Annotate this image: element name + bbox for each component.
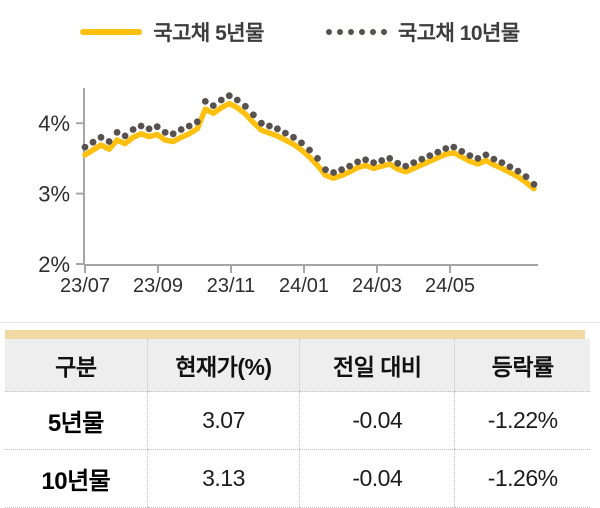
series-dot-10yr bbox=[306, 146, 313, 154]
table-accent-bar bbox=[5, 330, 585, 339]
series-dot-10yr bbox=[113, 129, 121, 136]
x-tick-label: 24/03 bbox=[352, 275, 402, 297]
x-tick-label: 24/05 bbox=[425, 275, 475, 297]
series-dot-10yr bbox=[258, 119, 265, 127]
series-dot-10yr bbox=[177, 126, 185, 133]
y-tick-label: 3% bbox=[38, 182, 70, 207]
series-dot-10yr bbox=[370, 159, 377, 167]
series-dot-10yr bbox=[442, 145, 450, 152]
series-dot-10yr bbox=[354, 158, 361, 166]
change-value-10yr: -0.04 bbox=[299, 449, 455, 508]
series-dot-10yr bbox=[466, 152, 474, 160]
series-dot-10yr bbox=[418, 155, 426, 163]
series-dot-10yr bbox=[250, 111, 257, 119]
series-dot-10yr bbox=[450, 143, 458, 151]
series-dot-10yr bbox=[105, 138, 113, 145]
series-dot-10yr bbox=[474, 155, 482, 162]
axis-lines bbox=[83, 88, 538, 266]
series-dot-10yr bbox=[233, 96, 241, 104]
series-dot-10yr bbox=[217, 96, 225, 104]
table-row-5yr: 5년물 3.07 -0.04 -1.22% bbox=[5, 391, 590, 450]
quote-table-header-row: 구분 현재가(%) 전일 대비 등락률 bbox=[5, 339, 590, 392]
series-line-5yr bbox=[82, 100, 537, 192]
series-dot-10yr bbox=[322, 166, 329, 174]
col-header-category: 구분 bbox=[5, 339, 148, 392]
quote-table: 구분 현재가(%) 전일 대비 등락률 5년물 3.07 -0.04 -1.22… bbox=[5, 339, 590, 508]
series-dot-10yr bbox=[346, 162, 353, 170]
series-dot-10yr bbox=[362, 156, 369, 164]
col-header-pct: 등락률 bbox=[454, 339, 590, 392]
series-dot-10yr bbox=[394, 159, 402, 167]
series-dot-10yr bbox=[386, 155, 394, 162]
series-dot-10yr bbox=[225, 92, 233, 100]
legend-dots-swatch-icon bbox=[325, 29, 387, 35]
series-dot-10yr bbox=[522, 173, 530, 181]
series-dot-10yr bbox=[514, 167, 522, 175]
series-dot-10yr bbox=[490, 155, 498, 163]
table-top-rule bbox=[0, 322, 600, 323]
legend-line-swatch-icon bbox=[80, 29, 143, 35]
legend-label-5yr: 국고채 5년물 bbox=[153, 22, 264, 45]
series-dot-10yr bbox=[89, 138, 97, 146]
series-dot-10yr bbox=[402, 162, 410, 170]
yield-line-chart: 4% 3% 2%23/07 23/09 23/11 24/01 24/03 24/05 bbox=[38, 88, 538, 297]
x-tick-label: 23/11 bbox=[207, 275, 256, 297]
series-dot-10yr bbox=[266, 122, 273, 130]
series-dot-10yr bbox=[209, 102, 217, 109]
series-dot-10yr bbox=[242, 102, 249, 110]
series-dot-10yr bbox=[378, 157, 386, 164]
series-dot-10yr bbox=[274, 125, 281, 133]
series-dot-10yr bbox=[314, 155, 321, 162]
series-dot-10yr bbox=[410, 159, 418, 167]
series-dot-10yr bbox=[338, 166, 345, 174]
col-header-current: 현재가(%) bbox=[146, 339, 300, 392]
series-dot-10yr bbox=[145, 125, 153, 133]
pct-value-5yr: -1.22% bbox=[454, 391, 590, 450]
change-value-5yr: -0.04 bbox=[299, 391, 455, 450]
table-row-10yr: 10년물 3.13 -0.04 -1.26% bbox=[5, 449, 590, 508]
series-dot-10yr bbox=[81, 143, 89, 151]
col-header-change: 전일 대비 bbox=[299, 339, 455, 392]
series-dot-10yr bbox=[201, 98, 209, 105]
current-value-10yr: 3.13 bbox=[146, 449, 300, 508]
series-dot-10yr bbox=[129, 126, 137, 133]
series-dot-10yr bbox=[97, 133, 105, 141]
series-dot-10yr bbox=[482, 151, 490, 159]
series-dot-10yr bbox=[282, 129, 289, 137]
y-tick-label: 4% bbox=[38, 111, 70, 136]
series-dot-10yr bbox=[506, 163, 514, 171]
y-tick-label: 2% bbox=[38, 252, 70, 277]
series-dot-10yr bbox=[169, 130, 177, 138]
series-dot-10yr bbox=[137, 122, 145, 130]
row-label-5yr: 5년물 bbox=[5, 391, 148, 450]
legend-label-10yr: 국고채 10년물 bbox=[397, 22, 520, 45]
pct-value-10yr: -1.26% bbox=[454, 449, 590, 508]
x-tick-label: 24/01 bbox=[279, 275, 329, 297]
current-value-5yr: 3.07 bbox=[146, 391, 300, 450]
series-dot-10yr bbox=[161, 129, 169, 136]
x-tick-label: 23/09 bbox=[133, 275, 183, 297]
series-dot-10yr bbox=[153, 123, 161, 131]
series-dot-10yr bbox=[290, 133, 297, 141]
chart-legend: 국고채 5년물 국고채 10년물 bbox=[0, 14, 600, 50]
series-dot-10yr bbox=[498, 159, 506, 167]
row-label-10yr: 10년물 bbox=[5, 449, 148, 508]
series-dot-10yr bbox=[434, 148, 442, 156]
series-dot-10yr bbox=[330, 169, 337, 176]
series-dot-10yr bbox=[298, 139, 305, 147]
series-dot-10yr bbox=[426, 152, 434, 160]
legend-item-10yr: 국고채 10년물 bbox=[325, 17, 520, 47]
x-tick-label: 23/07 bbox=[60, 275, 110, 297]
series-dot-10yr bbox=[458, 148, 466, 155]
series-dot-10yr bbox=[185, 122, 193, 130]
legend-item-5yr: 국고채 5년물 bbox=[80, 17, 264, 47]
series-dot-10yr bbox=[530, 181, 538, 188]
series-dot-10yr bbox=[193, 118, 201, 126]
series-dot-10yr bbox=[121, 132, 129, 140]
